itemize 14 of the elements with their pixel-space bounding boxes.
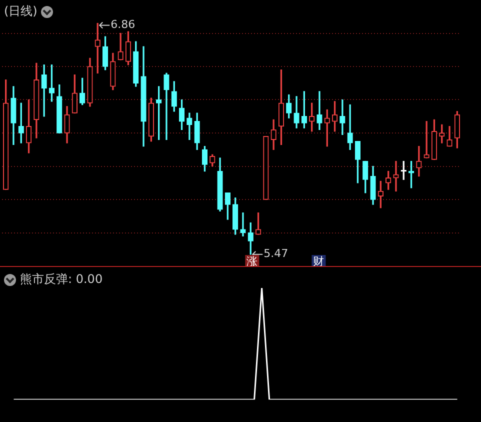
chart-title: (日线) (4, 3, 38, 20)
text: 财 (313, 254, 324, 268)
annotation: 6.86 (110, 18, 136, 32)
candlestick (340, 99, 346, 135)
candlestick (416, 146, 422, 177)
candlestick (393, 160, 399, 192)
candlestick (316, 91, 322, 130)
candlestick (424, 121, 430, 158)
annotation: 5.47 (264, 247, 288, 260)
text: 涨 (246, 254, 258, 268)
candlestick (347, 104, 353, 150)
candlestick (240, 212, 246, 236)
chart-title: 熊市反弹: 0.00 (20, 271, 103, 288)
candlestick (164, 72, 170, 140)
